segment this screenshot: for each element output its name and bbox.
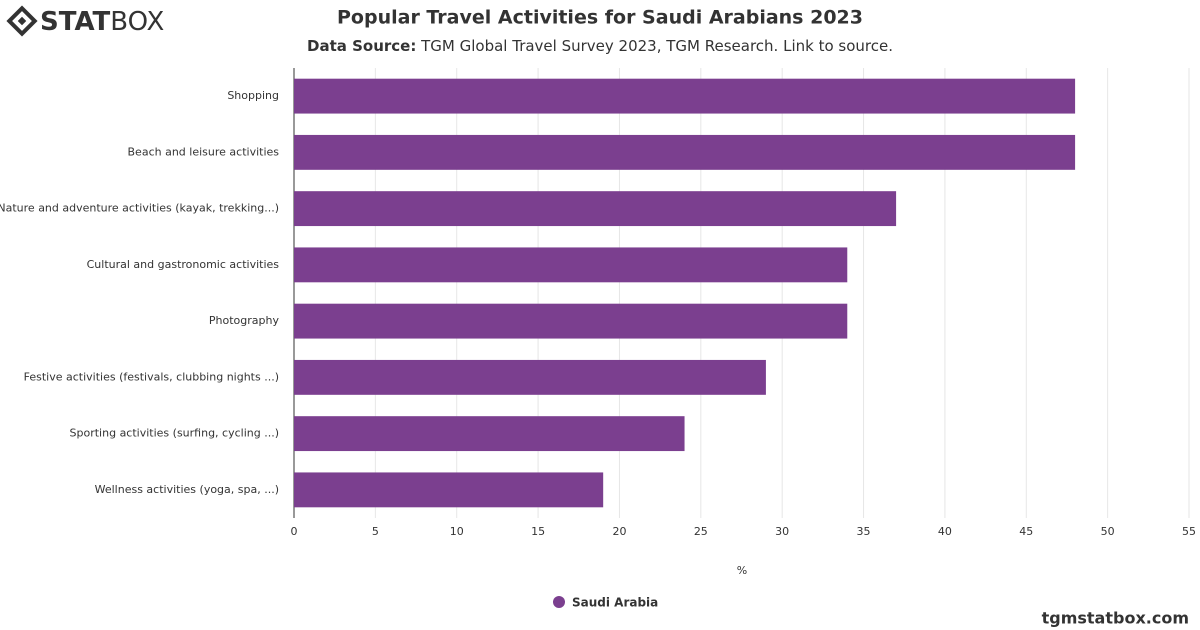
bar <box>294 359 766 395</box>
logo-text: STATBOX <box>40 7 164 37</box>
x-tick-label: 30 <box>775 525 789 538</box>
x-tick-label: 45 <box>1019 525 1033 538</box>
y-tick-label: Sporting activities (surfing, cycling ..… <box>70 427 279 440</box>
legend-label: Saudi Arabia <box>572 596 658 610</box>
y-tick-label: Cultural and gastronomic activities <box>87 258 280 271</box>
x-tick-label: 25 <box>694 525 708 538</box>
bar <box>294 303 848 339</box>
bar <box>294 134 1076 170</box>
bar <box>294 416 685 452</box>
x-tick-label: 35 <box>857 525 871 538</box>
bar <box>294 78 1076 114</box>
x-tick-label: 0 <box>291 525 298 538</box>
x-tick-label: 40 <box>938 525 952 538</box>
subtitle-text: TGM Global Travel Survey 2023, TGM Resea… <box>420 37 893 55</box>
logo-bold: STAT <box>40 7 111 37</box>
legend-marker <box>553 596 565 608</box>
y-tick-label: Shopping <box>227 89 279 102</box>
y-tick-label: Festive activities (festivals, clubbing … <box>24 370 279 383</box>
bar <box>294 191 897 227</box>
bar <box>294 472 604 508</box>
logo-light: BOX <box>110 7 164 37</box>
x-tick-label: 20 <box>612 525 626 538</box>
x-tick-label: 55 <box>1182 525 1196 538</box>
x-axis-label: % <box>737 564 747 577</box>
logo-icon <box>6 5 38 37</box>
bar <box>294 247 848 283</box>
x-tick-label: 10 <box>450 525 464 538</box>
x-tick-label: 5 <box>372 525 379 538</box>
x-tick-label: 50 <box>1101 525 1115 538</box>
footer: tgmstatbox.com <box>1042 609 1189 628</box>
y-tick-label: Beach and leisure activities <box>128 145 280 158</box>
x-tick-label: 15 <box>531 525 545 538</box>
chart-title: Popular Travel Activities for Saudi Arab… <box>337 7 863 29</box>
y-tick-label: Wellness activities (yoga, spa, ...) <box>95 483 279 496</box>
y-tick-label: Photography <box>209 314 280 327</box>
y-tick-label: Nature and adventure activities (kayak, … <box>0 202 279 215</box>
subtitle-label: Data Source: <box>307 37 416 55</box>
chart-subtitle[interactable]: Data Source: TGM Global Travel Survey 20… <box>307 37 893 55</box>
logo: STATBOX <box>6 5 164 37</box>
